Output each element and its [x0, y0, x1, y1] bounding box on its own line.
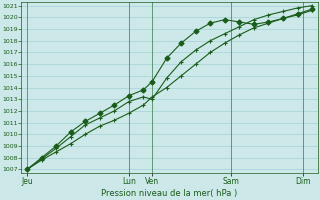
X-axis label: Pression niveau de la mer( hPa ): Pression niveau de la mer( hPa )	[101, 189, 238, 198]
